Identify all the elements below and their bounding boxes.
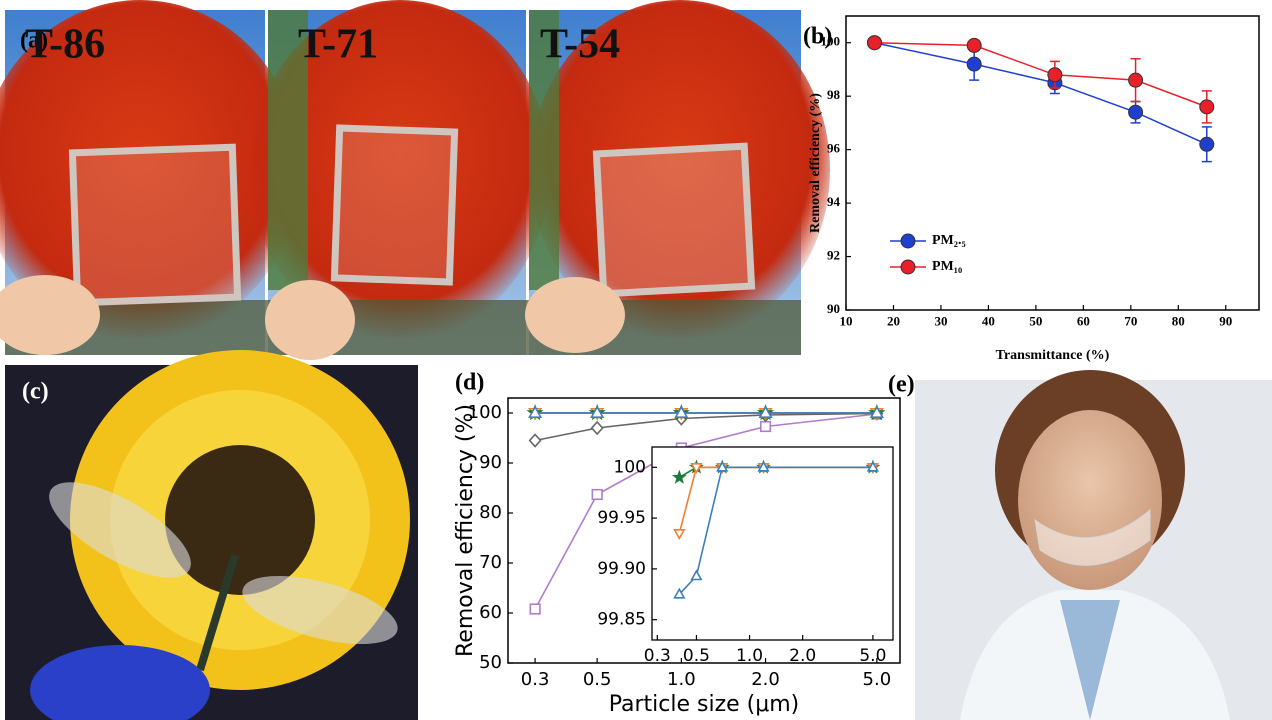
y-tick-label: 90 <box>479 452 502 473</box>
y-axis-label: Removal efficiency (%) <box>453 404 478 657</box>
marker <box>530 604 540 614</box>
marker <box>1200 137 1214 151</box>
marker <box>1129 105 1143 119</box>
marker <box>1200 100 1214 114</box>
x-tick-label: 70 <box>1124 313 1137 328</box>
marker <box>967 38 981 52</box>
marker <box>967 57 981 71</box>
legend-label: PM₂.₅ <box>932 233 966 248</box>
y-tick-label: 100 <box>821 34 841 49</box>
x-axis-label: Transmittance (%) <box>996 348 1110 363</box>
marker <box>1048 68 1062 82</box>
y-tick-label: 92 <box>827 248 840 263</box>
y-tick-label: 99.85 <box>597 610 646 630</box>
plot-frame <box>652 447 893 640</box>
panel-label: (c) <box>22 379 49 405</box>
photo-panel-c <box>5 350 418 720</box>
x-tick-label: 5.0 <box>863 669 892 690</box>
x-tick-label: 50 <box>1029 313 1042 328</box>
marker <box>530 435 541 447</box>
marker <box>1129 73 1143 87</box>
x-tick-label: 40 <box>982 313 995 328</box>
y-tick-label: 99.95 <box>597 508 646 528</box>
panel-label: (e) <box>888 372 915 398</box>
x-tick-label: 0.5 <box>683 646 710 666</box>
marker <box>761 422 771 432</box>
x-tick-label: 1.0 <box>736 646 763 666</box>
y-tick-label: 100 <box>614 457 646 477</box>
x-tick-label: 1.0 <box>667 669 696 690</box>
photo-label: T-54 <box>540 22 620 68</box>
x-tick-label: 60 <box>1077 313 1090 328</box>
x-tick-label: 20 <box>887 313 900 328</box>
panel-label: (d) <box>455 370 484 396</box>
figure: (a) (b) (c) (d) (e) T-86 T-71 T-54 90929… <box>0 0 1272 720</box>
series-line <box>874 43 1206 145</box>
y-tick-label: 90 <box>827 301 840 316</box>
x-axis-label: Particle size (μm) <box>609 692 800 717</box>
x-tick-label: 80 <box>1172 313 1185 328</box>
x-tick-label: 0.5 <box>583 669 612 690</box>
y-tick-label: 96 <box>827 141 841 156</box>
photo-panel-e <box>915 370 1272 720</box>
marker <box>867 36 881 50</box>
x-tick-label: 10 <box>840 313 853 328</box>
legend-label: PM₁₀ <box>932 259 962 274</box>
y-tick-label: 80 <box>479 502 502 523</box>
y-axis-label: Removal efficiency (%) <box>808 93 823 233</box>
x-tick-label: 30 <box>934 313 947 328</box>
x-tick-label: 2.0 <box>751 669 780 690</box>
legend-marker <box>901 234 915 248</box>
y-tick-label: 50 <box>479 652 502 673</box>
y-tick-label: 94 <box>827 194 841 209</box>
x-tick-label: 0.3 <box>644 646 671 666</box>
y-tick-label: 98 <box>827 87 841 102</box>
legend-marker <box>901 260 915 274</box>
series-line <box>535 414 877 441</box>
marker <box>592 422 603 434</box>
y-tick-label: 70 <box>479 552 502 573</box>
y-tick-label: 99.90 <box>597 559 646 579</box>
x-tick-label: 90 <box>1219 313 1232 328</box>
x-tick-label: 5.0 <box>859 646 886 666</box>
photo-label: T-71 <box>298 22 378 68</box>
photo-label: T-86 <box>25 22 105 68</box>
marker <box>592 490 602 500</box>
photo-panel-a <box>0 0 830 360</box>
x-tick-label: 0.3 <box>521 669 550 690</box>
y-tick-label: 60 <box>479 602 502 623</box>
x-tick-label: 2.0 <box>789 646 816 666</box>
series-line <box>874 43 1206 107</box>
